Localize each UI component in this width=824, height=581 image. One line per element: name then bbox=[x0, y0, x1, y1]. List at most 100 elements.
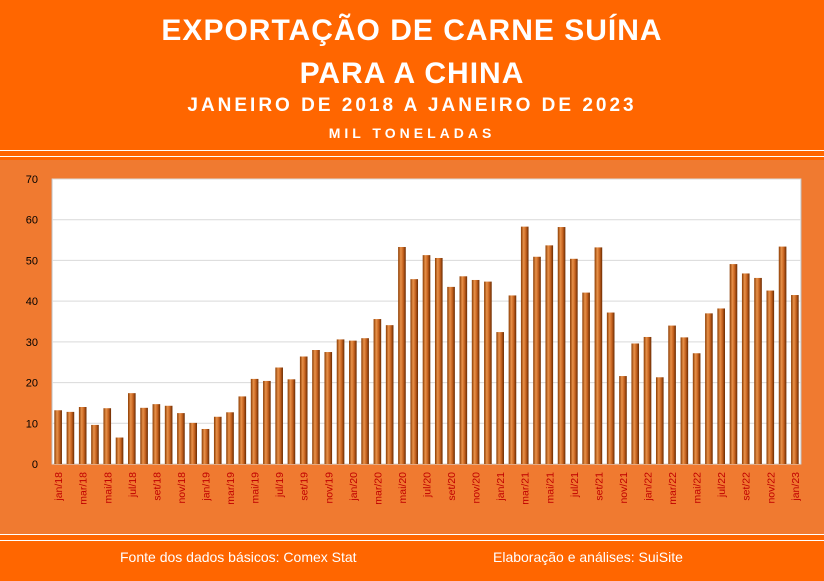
bar-jan-19 bbox=[201, 428, 210, 464]
y-axis-ticks: 0 10 20 30 40 50 60 70 bbox=[26, 174, 38, 471]
chart-footer: Fonte dos dados básicos: Comex Stat Elab… bbox=[0, 541, 824, 581]
x-tick-label: nov/18 bbox=[176, 472, 188, 504]
x-tick-label: jan/23 bbox=[790, 472, 802, 502]
bar-dez-18 bbox=[189, 422, 198, 464]
x-axis-ticks: jan/18 mar/18 mai/18 jul/18 set/18 nov/18 jan/… bbox=[53, 472, 802, 505]
bar-abr-21 bbox=[533, 256, 541, 464]
x-tick-label: mai/19 bbox=[250, 472, 262, 504]
bar-out-21 bbox=[606, 312, 615, 464]
x-tick-label: mar/21 bbox=[520, 472, 532, 505]
bar-abr-22 bbox=[680, 337, 689, 464]
x-tick-label: set/19 bbox=[299, 472, 311, 501]
x-tick-label: mai/20 bbox=[397, 472, 409, 504]
y-tick-label: 40 bbox=[26, 296, 38, 308]
x-tick-label: mai/18 bbox=[102, 472, 114, 504]
bar-jun-20 bbox=[410, 279, 419, 464]
x-tick-label: set/20 bbox=[446, 472, 458, 501]
bar-mar-18 bbox=[78, 407, 87, 464]
bar-jul-18 bbox=[128, 393, 136, 464]
bar-nov-20 bbox=[471, 279, 480, 464]
x-tick-label: jan/21 bbox=[495, 472, 507, 502]
y-tick-label: 30 bbox=[26, 337, 38, 349]
bar-mai-18 bbox=[103, 408, 112, 464]
bar-mar-21 bbox=[520, 226, 529, 464]
bar-mai-21 bbox=[545, 245, 554, 464]
bar-jul-20 bbox=[422, 255, 431, 464]
bar-ago-19 bbox=[287, 379, 296, 464]
bar-set-20 bbox=[447, 286, 455, 464]
bar-mar-19 bbox=[226, 412, 234, 464]
bar-nov-22 bbox=[766, 290, 775, 464]
bar-set-21 bbox=[594, 247, 603, 464]
bar-ago-22 bbox=[729, 264, 738, 464]
bar-fev-21 bbox=[508, 295, 517, 464]
y-tick-label: 0 bbox=[32, 459, 38, 471]
y-tick-label: 60 bbox=[26, 215, 38, 227]
bar-nov-18 bbox=[177, 413, 185, 464]
bar-dez-19 bbox=[336, 339, 345, 464]
x-tick-label: set/22 bbox=[741, 472, 753, 501]
bar-abr-19 bbox=[238, 396, 247, 464]
chart-header: EXPORTAÇÃO DE CARNE SUÍNA PARA A CHINA J… bbox=[0, 0, 824, 150]
bar-jul-22 bbox=[717, 308, 725, 464]
bar-out-22 bbox=[754, 277, 762, 464]
x-tick-label: set/18 bbox=[151, 472, 163, 501]
x-tick-label: jan/22 bbox=[643, 472, 655, 502]
chart-title-line-2: PARA A CHINA bbox=[299, 57, 525, 90]
x-tick-label: jul/18 bbox=[127, 472, 139, 498]
x-tick-label: nov/21 bbox=[618, 472, 630, 504]
bar-mar-20 bbox=[373, 319, 382, 464]
chart-subtitle: JANEIRO DE 2018 A JANEIRO DE 2023 bbox=[187, 95, 637, 116]
bar-out-18 bbox=[164, 405, 173, 464]
bar-set-22 bbox=[741, 273, 750, 464]
y-tick-label: 10 bbox=[26, 418, 38, 430]
y-tick-label: 20 bbox=[26, 378, 38, 390]
bar-jul-21 bbox=[570, 258, 578, 464]
x-tick-label: jul/20 bbox=[422, 472, 434, 498]
x-tick-label: mar/19 bbox=[225, 472, 237, 505]
bar-mai-20 bbox=[398, 246, 406, 464]
source-note: Fonte dos dados básicos: Comex Stat bbox=[120, 549, 357, 565]
bar-ago-21 bbox=[582, 292, 590, 464]
credit-note: Elaboração e análises: SuiSite bbox=[493, 549, 683, 565]
bar-jan-20 bbox=[349, 340, 357, 464]
bar-abr-20 bbox=[385, 325, 394, 464]
bar-ago-20 bbox=[434, 257, 443, 464]
bar-fev-20 bbox=[361, 338, 369, 464]
bar-jul-19 bbox=[275, 367, 283, 464]
x-tick-label: mar/18 bbox=[78, 472, 90, 505]
bar-dez-22 bbox=[778, 246, 787, 464]
bar-out-20 bbox=[459, 276, 468, 464]
bar-jun-22 bbox=[705, 313, 713, 464]
bar-jun-19 bbox=[263, 380, 271, 464]
x-tick-label: jul/19 bbox=[274, 472, 286, 498]
bar-jan-22 bbox=[643, 336, 652, 464]
x-tick-label: mai/21 bbox=[544, 472, 556, 504]
bar-fev-18 bbox=[66, 411, 75, 464]
bar-mai-22 bbox=[692, 353, 701, 464]
x-tick-label: jan/18 bbox=[53, 472, 65, 502]
bar-jun-18 bbox=[115, 437, 124, 464]
bar-jan-23 bbox=[791, 295, 799, 464]
bar-series bbox=[54, 226, 799, 464]
bar-ago-18 bbox=[140, 407, 148, 464]
x-tick-label: mar/20 bbox=[372, 472, 384, 505]
x-tick-label: jan/20 bbox=[348, 472, 360, 502]
x-tick-label: mar/22 bbox=[667, 472, 679, 505]
bar-jan-21 bbox=[496, 332, 504, 464]
y-tick-label: 70 bbox=[26, 174, 38, 186]
bar-set-19 bbox=[299, 356, 308, 464]
bar-jan-18 bbox=[54, 410, 62, 464]
bar-dez-20 bbox=[484, 281, 492, 464]
x-tick-label: nov/20 bbox=[471, 472, 483, 504]
chart-unit-label: MIL TONELADAS bbox=[328, 125, 496, 141]
y-tick-label: 50 bbox=[26, 255, 38, 267]
footer-divider bbox=[0, 534, 824, 541]
x-tick-label: jul/21 bbox=[569, 472, 581, 498]
bar-abr-18 bbox=[91, 424, 99, 464]
bar-nov-19 bbox=[324, 352, 333, 464]
x-tick-label: nov/22 bbox=[765, 472, 777, 504]
bar-mar-22 bbox=[668, 325, 676, 464]
bar-fev-22 bbox=[655, 377, 664, 464]
bar-fev-19 bbox=[213, 416, 222, 464]
